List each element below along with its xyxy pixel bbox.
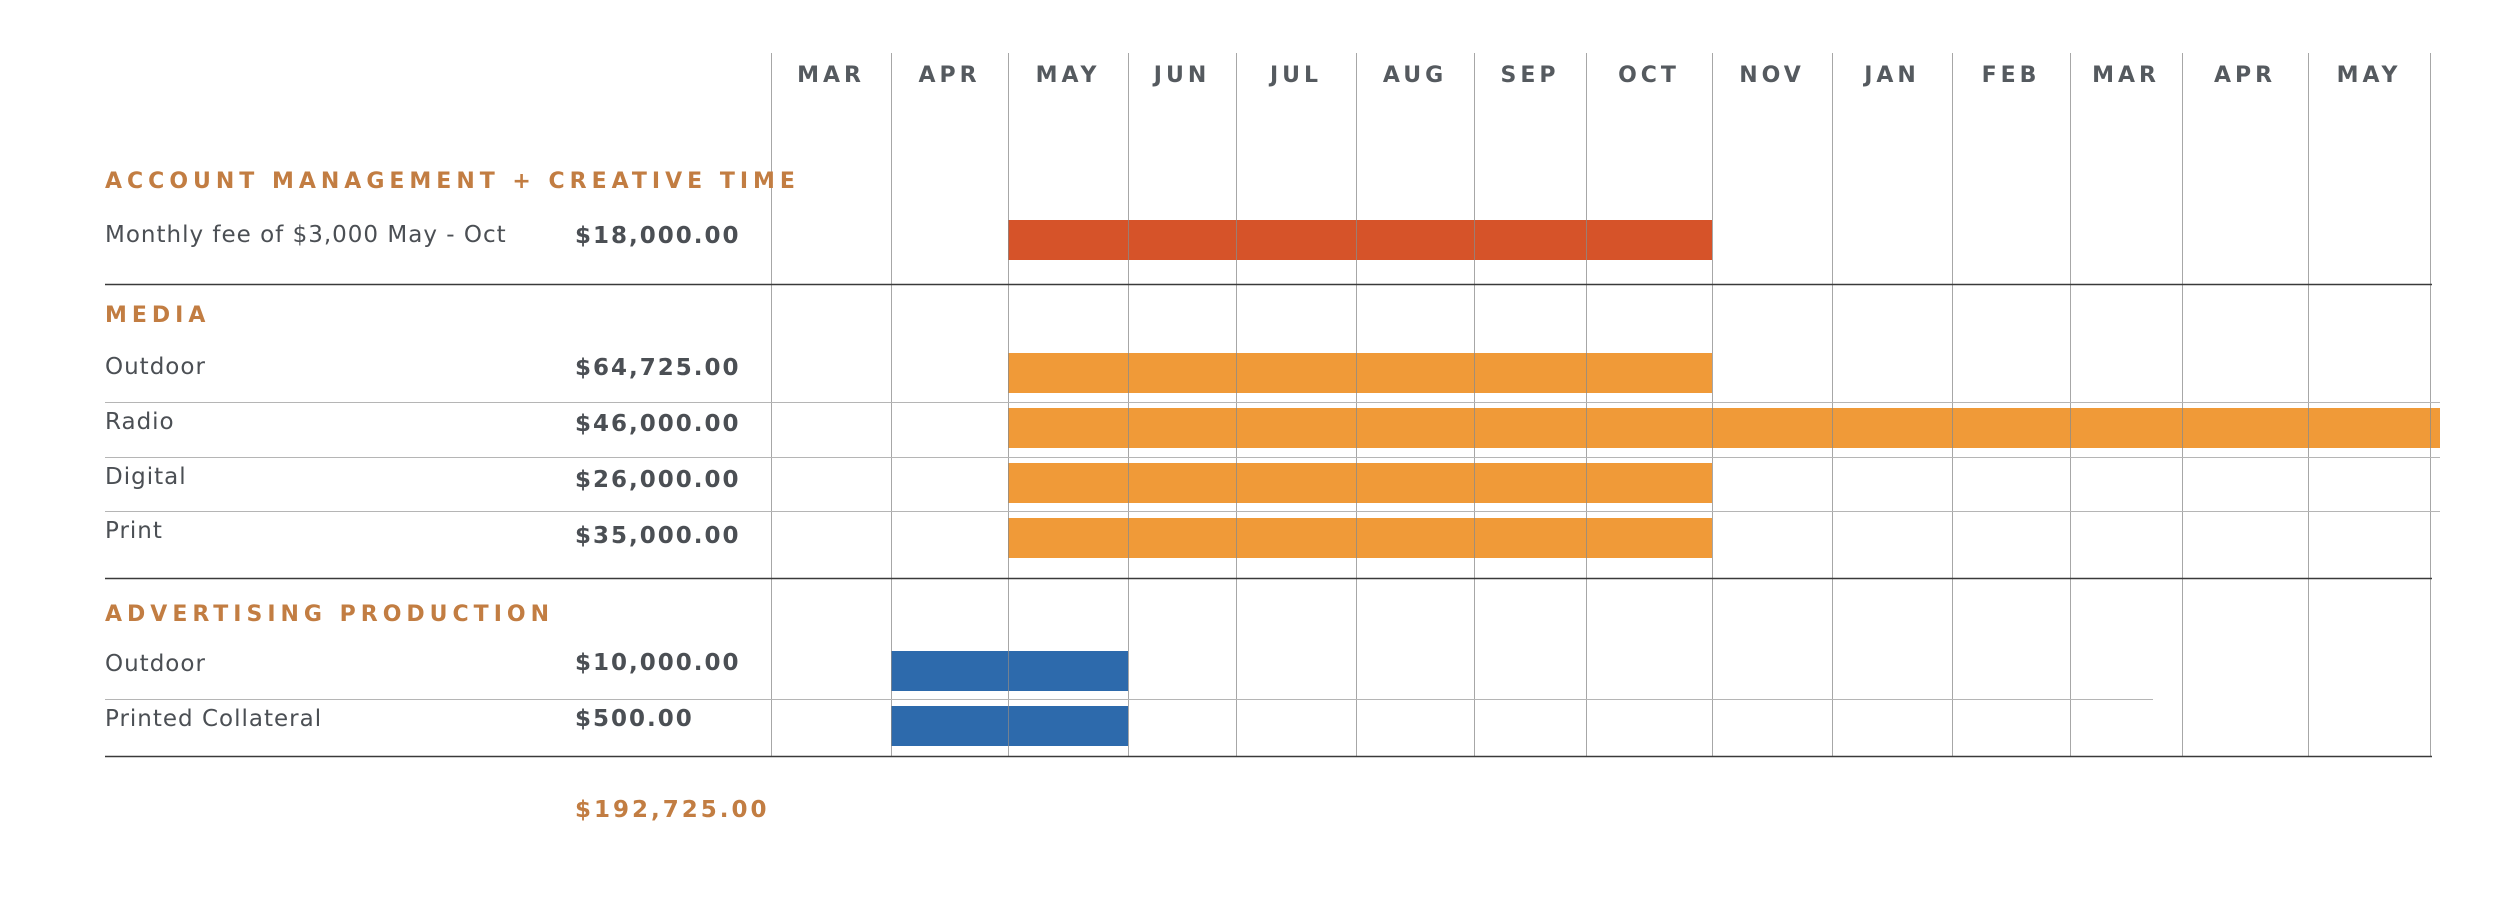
month-label-7: OCT	[1618, 63, 1680, 88]
total-amount: $192,725.00	[575, 797, 770, 823]
bar-media-3	[1008, 518, 1712, 558]
month-label-9: JAN	[1862, 63, 1920, 88]
bar-media-2	[1008, 463, 1712, 503]
month-label-5: AUG	[1383, 63, 1447, 88]
bar-media-0	[1008, 353, 1712, 393]
month-label-0: MAR	[797, 63, 865, 88]
row-amount: $46,000.00	[575, 411, 741, 437]
month-label-10: FEB	[1982, 63, 2041, 88]
row-amount: $35,000.00	[575, 523, 741, 549]
row-label: Outdoor	[105, 651, 206, 677]
row-label: Radio	[105, 409, 175, 435]
bar-media-1	[1008, 408, 2440, 448]
month-label-1: APR	[918, 63, 980, 88]
section-title: ACCOUNT MANAGEMENT + CREATIVE TIME	[105, 169, 800, 194]
month-label-13: MAY	[2337, 63, 2402, 88]
month-label-2: MAY	[1036, 63, 1101, 88]
month-label-4: JUL	[1268, 63, 1322, 88]
month-label-3: JUN	[1152, 63, 1210, 88]
row-label: Outdoor	[105, 354, 206, 380]
section-title: MEDIA	[105, 303, 210, 328]
row-label: Digital	[105, 464, 187, 490]
row-amount: $26,000.00	[575, 467, 741, 493]
month-label-6: SEP	[1501, 63, 1560, 88]
month-label-12: APR	[2214, 63, 2276, 88]
section-title: ADVERTISING PRODUCTION	[105, 602, 554, 627]
row-label: Print	[105, 518, 163, 544]
month-label-11: MAR	[2092, 63, 2160, 88]
row-amount: $500.00	[575, 706, 694, 732]
bar-account-0	[1008, 220, 1712, 260]
row-label: Printed Collateral	[105, 706, 322, 732]
row-amount: $18,000.00	[575, 223, 741, 249]
month-label-8: NOV	[1739, 63, 1805, 88]
bar-production-1	[891, 706, 1128, 746]
bar-production-0	[891, 651, 1128, 691]
row-amount: $64,725.00	[575, 355, 741, 381]
row-amount: $10,000.00	[575, 650, 741, 676]
row-label: Monthly fee of $3,000 May - Oct	[105, 222, 507, 248]
